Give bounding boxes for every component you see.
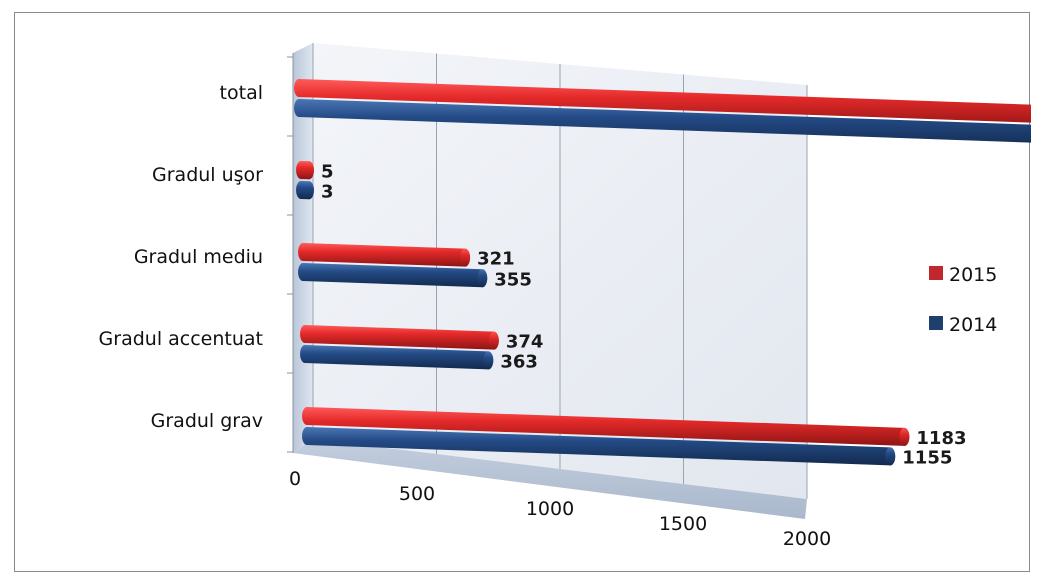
- category-labels: total Gradul uşor Gradul mediu Gradul accen…: [99, 82, 264, 432]
- legend-label-2015: 2015: [949, 264, 997, 286]
- x-tick-label: 1000: [526, 498, 574, 520]
- category-tick-marks: [287, 56, 293, 453]
- chart-frame: total Gradul uşor Gradul mediu Gradul accen…: [14, 12, 1031, 572]
- bar-cap: [885, 447, 896, 466]
- value-label-2015: 1183: [916, 428, 966, 449]
- value-label-2014: 3: [321, 181, 334, 202]
- bar-cap: [304, 161, 314, 180]
- legend: 2015 2014: [929, 264, 997, 336]
- bar-cap: [483, 351, 494, 370]
- value-label-2014: 355: [494, 269, 532, 290]
- value-label-2015: 5: [321, 161, 334, 182]
- x-tick-labels: 0 500 1000 1500 2000: [289, 468, 831, 550]
- value-label-2014: 363: [500, 351, 538, 372]
- bars: [294, 79, 1031, 466]
- legend-label-2014: 2014: [949, 314, 997, 336]
- category-label: Gradul accentuat: [99, 328, 263, 350]
- category-label: Gradul grav: [151, 410, 263, 432]
- x-tick-label: 500: [399, 483, 435, 505]
- value-label-2015: 374: [506, 332, 544, 353]
- legend-swatch-2015: [929, 266, 943, 280]
- bar-2014-4: [302, 427, 896, 466]
- value-label-2015: 321: [477, 249, 515, 270]
- bar-2015-0: [294, 79, 1031, 123]
- value-labels: 188318765332135537436311831155: [321, 161, 967, 468]
- bar-cap: [304, 181, 314, 200]
- value-label-2014: 1155: [902, 447, 952, 468]
- floor: [293, 439, 807, 519]
- bar-chart: total Gradul uşor Gradul mediu Gradul accen…: [99, 43, 1031, 550]
- category-label: total: [220, 82, 263, 104]
- bar-cap: [488, 331, 499, 350]
- x-tick-label: 1500: [659, 513, 707, 535]
- bar-2014-2: [298, 263, 488, 288]
- legend-swatch-2014: [929, 316, 943, 330]
- category-label: Gradul uşor: [152, 164, 263, 186]
- x-tick-label: 0: [289, 468, 301, 490]
- bar-2015-2: [298, 243, 471, 267]
- bar-cap: [460, 248, 471, 267]
- bar-2015-3: [300, 325, 499, 350]
- bar-2014-3: [300, 345, 494, 370]
- bar-cap: [477, 269, 488, 288]
- bar-2014-0: [294, 99, 1031, 143]
- bar-cap: [899, 427, 910, 446]
- bar-2015-4: [302, 407, 910, 446]
- category-label: Gradul mediu: [134, 246, 263, 268]
- x-tick-label: 2000: [783, 528, 831, 550]
